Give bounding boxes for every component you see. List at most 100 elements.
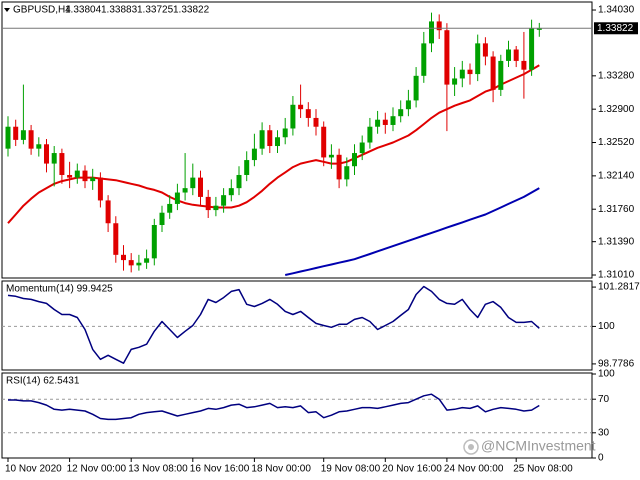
candle-body [159, 212, 165, 226]
candle-body [467, 69, 473, 75]
candle-body [336, 154, 342, 180]
candle-body [359, 142, 365, 154]
candle-body [90, 177, 96, 182]
candle-body [475, 43, 481, 75]
candle-body [20, 130, 26, 140]
y-tick-label: 1.31010 [598, 270, 635, 281]
candle-body [275, 137, 280, 147]
x-tick-label: 24 Nov 00:00 [444, 464, 504, 475]
candle-body [44, 144, 49, 164]
y-tick-label: 70 [598, 394, 610, 405]
candle-body [436, 21, 442, 31]
candle-body [513, 49, 519, 61]
candle-body [151, 225, 157, 259]
y-tick-label: 0 [598, 453, 604, 464]
header-high: 1.33883 [101, 5, 138, 16]
moving-average [284, 187, 540, 276]
x-tick-label: 13 Nov 08:00 [128, 464, 188, 475]
candle-body [367, 126, 373, 143]
x-tick-label: 20 Nov 16:00 [382, 464, 442, 475]
y-tick-label: 1.32140 [598, 171, 635, 182]
candle-body [521, 60, 527, 70]
candle-body [321, 126, 327, 158]
symbol: GBPUSD,H4 [13, 5, 71, 16]
price-marker-label: 1.33822 [597, 23, 634, 34]
candle-body [405, 100, 411, 110]
candle-body [482, 43, 488, 57]
y-tick-label: 100 [598, 369, 615, 380]
candle-body [28, 130, 34, 149]
y-tick-label: 1.32520 [598, 137, 635, 148]
candle-body [167, 203, 173, 213]
candle-body [459, 69, 465, 79]
x-tick-label: 16 Nov 16:00 [190, 464, 250, 475]
candle-body [144, 258, 150, 263]
candle-body [298, 104, 304, 110]
candle-body [452, 78, 458, 85]
candle-body [213, 205, 219, 211]
candle-body [506, 49, 511, 61]
y-tick-label: 1.31390 [598, 236, 635, 247]
candle-body [498, 60, 504, 90]
momentum-title: Momentum(14) 99.9425 [6, 284, 113, 295]
candle-body [67, 174, 73, 178]
candle-body [313, 117, 319, 127]
candle-body [413, 75, 419, 101]
candle-body [13, 126, 19, 140]
candle-body [198, 177, 203, 197]
candle-body [529, 28, 535, 70]
y-tick-label: 1.32900 [598, 104, 635, 115]
candle-body [398, 109, 404, 117]
candle-body [344, 166, 350, 180]
y-tick-label: 30 [598, 427, 610, 438]
candle-body [267, 130, 273, 147]
candle-body [244, 160, 250, 175]
candle-body [382, 119, 388, 125]
candle-body [97, 177, 103, 201]
candle-body [444, 30, 450, 85]
header-open: 1.33804 [65, 5, 102, 16]
candle-body [251, 148, 257, 161]
candle-body [74, 170, 80, 178]
y-tick-label: 1.33280 [598, 70, 635, 81]
header-close: 1.33822 [173, 5, 210, 16]
candle-body [290, 104, 296, 129]
candle-body [421, 43, 427, 76]
candle-body [51, 153, 57, 164]
x-tick-label: 12 Nov 00:00 [67, 464, 127, 475]
x-tick-label: 19 Nov 08:00 [321, 464, 381, 475]
candle-body [190, 177, 196, 189]
watermark: @NCMInvestment [481, 438, 596, 454]
candle-body [390, 116, 396, 125]
candle-body [375, 119, 381, 127]
x-tick-label: 18 Nov 00:00 [251, 464, 311, 475]
candle-body [221, 195, 227, 206]
x-tick-label: 10 Nov 2020 [5, 464, 62, 475]
candle-body [236, 174, 242, 189]
candle-body [282, 128, 288, 138]
price-marker [594, 22, 638, 35]
candle-body [182, 188, 188, 193]
moving-average [7, 64, 540, 224]
candle-body [536, 28, 542, 30]
candle-body [228, 188, 234, 196]
candle-body [352, 153, 357, 167]
momentum-panel [1, 280, 593, 371]
indicator-line [7, 285, 540, 364]
header-low: 1.33725 [137, 5, 174, 16]
candle-body [490, 56, 496, 90]
candle-body [429, 21, 434, 44]
rsi-panel [1, 372, 593, 459]
y-tick-label: 98.7786 [598, 359, 635, 370]
candle-body [82, 170, 88, 182]
candle-body [121, 254, 126, 261]
indicator-line [8, 393, 540, 421]
menu-arrow [4, 8, 10, 12]
candle-body [136, 262, 142, 266]
candle-body [174, 192, 180, 204]
candle-body [328, 154, 334, 158]
candle-body [205, 196, 211, 211]
y-tick-label: 100 [598, 321, 615, 332]
